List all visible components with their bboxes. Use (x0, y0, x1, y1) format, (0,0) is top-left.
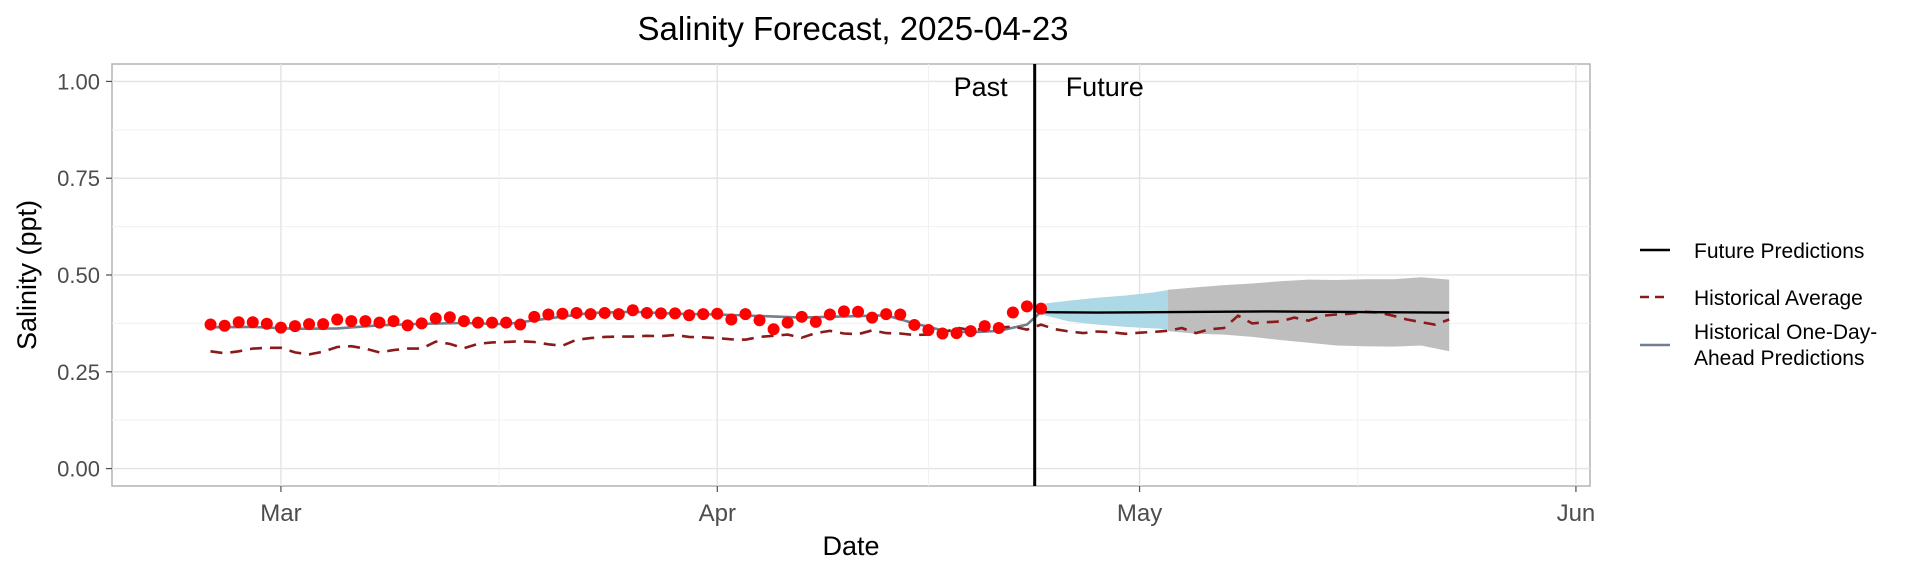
legend-label-one-day-ahead-line1: Historical One-Day- (1694, 321, 1877, 344)
observed-point (218, 319, 231, 332)
y-axis-label: Salinity (ppt) (12, 200, 42, 350)
y-tick-label: 0.00 (57, 457, 100, 482)
observed-point (246, 316, 259, 329)
observed-point (528, 310, 541, 323)
x-tick-label: Mar (260, 500, 301, 527)
observed-point (570, 306, 583, 319)
y-tick-label: 1.00 (57, 69, 100, 94)
observed-point (612, 308, 625, 321)
observed-point (880, 308, 893, 321)
observed-point (936, 327, 949, 340)
observed-point (443, 311, 456, 324)
observed-point (1020, 300, 1033, 313)
prediction-band-near (1041, 290, 1168, 330)
observed-point (359, 315, 372, 328)
observed-point (697, 308, 710, 321)
legend-label-future-predictions: Future Predictions (1694, 240, 1864, 263)
chart-title: Salinity Forecast, 2025-04-23 (637, 10, 1068, 47)
legend: Future Predictions Historical Average Hi… (1640, 240, 1877, 370)
observed-point (908, 318, 921, 331)
y-tick-label: 0.50 (57, 263, 100, 288)
observed-point (260, 317, 273, 330)
observed-point (640, 306, 653, 319)
observed-point (514, 318, 527, 331)
x-tick-label: May (1117, 500, 1162, 527)
observed-point (542, 308, 555, 321)
observed-point (654, 307, 667, 320)
observed-point (345, 315, 358, 328)
future-predictions-line (1040, 310, 1450, 314)
past-annotation: Past (954, 72, 1009, 102)
observed-point (767, 323, 780, 336)
y-tick-label: 0.75 (57, 166, 100, 191)
observed-point (331, 313, 344, 326)
prediction-band-far (1167, 277, 1450, 352)
observed-point (598, 306, 611, 319)
observed-point (288, 320, 301, 333)
observed-point (415, 317, 428, 330)
observed-point (866, 311, 879, 324)
legend-label-one-day-ahead-line2: Ahead Predictions (1694, 347, 1864, 370)
historical-average-line (210, 310, 1450, 356)
observed-point (429, 312, 442, 325)
prediction-bands (1041, 277, 1450, 352)
observed-point (852, 305, 865, 318)
observed-point (753, 314, 766, 327)
observed-point (274, 321, 287, 334)
observed-point (837, 305, 850, 318)
observed-point (964, 325, 977, 338)
observed-point (204, 318, 217, 331)
x-tick-label: Jun (1557, 500, 1596, 527)
observed-point (978, 320, 991, 333)
observed-point (781, 316, 794, 329)
observed-point (894, 308, 907, 321)
observed-point (401, 319, 414, 332)
observed-point (373, 316, 386, 329)
x-axis-label: Date (822, 531, 879, 561)
observed-point (303, 318, 316, 331)
observed-point-current (1035, 302, 1048, 315)
observed-point (626, 304, 639, 317)
legend-label-historical-average: Historical Average (1694, 287, 1863, 310)
observed-point (486, 316, 499, 329)
x-tick-label: Apr (699, 500, 736, 527)
observed-point (683, 309, 696, 322)
axis-ticks: 0.00 0.25 0.50 0.75 1.00 Mar Apr May Jun (57, 69, 1595, 527)
observed-point (922, 323, 935, 336)
y-tick-label: 0.25 (57, 360, 100, 385)
observed-point (992, 322, 1005, 335)
observed-point (1006, 306, 1019, 319)
observed-point (725, 313, 738, 326)
observed-point (584, 308, 597, 321)
grid-lines (112, 64, 1590, 486)
observed-point (739, 308, 752, 321)
observed-points (204, 300, 1048, 340)
observed-point (556, 307, 569, 320)
observed-point (500, 316, 513, 329)
observed-point (950, 327, 963, 340)
observed-point (669, 307, 682, 320)
observed-point (795, 310, 808, 323)
future-annotation: Future (1066, 72, 1144, 102)
observed-point (809, 315, 822, 328)
observed-point (823, 308, 836, 321)
observed-point (232, 316, 245, 329)
observed-point (387, 315, 400, 328)
observed-point (711, 307, 724, 320)
observed-point (317, 318, 330, 331)
observed-point (471, 316, 484, 329)
observed-point (457, 315, 470, 328)
